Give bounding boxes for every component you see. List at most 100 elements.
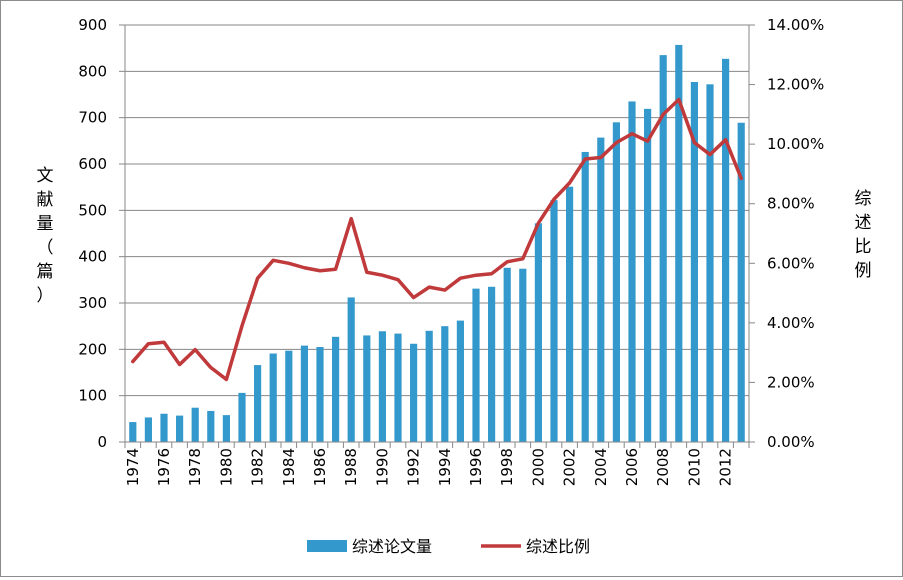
y-tick-label-left: 700	[78, 109, 107, 127]
x-tick-label: 1988	[342, 448, 360, 486]
bar	[675, 44, 683, 442]
bar	[737, 122, 745, 442]
bar	[644, 108, 652, 442]
gridlines	[125, 24, 749, 397]
bar	[612, 122, 620, 443]
y-axis-left-label-char: 量	[37, 214, 54, 234]
x-tick-label: 1990	[373, 448, 391, 486]
y-tick-label-right: 8.00%	[767, 195, 815, 213]
bar	[238, 392, 246, 442]
bar	[378, 331, 386, 442]
y-axis-left-label: 文献量 （ 篇 ）	[37, 166, 54, 306]
x-axis-ticks: 1974 1976 1978 1980 1982 1984 1986 1988 1990 1992…	[124, 448, 735, 486]
bar	[597, 137, 605, 442]
bar	[410, 343, 418, 442]
x-tick-label: 1986	[311, 448, 329, 486]
bar	[160, 413, 168, 442]
bar	[456, 320, 464, 442]
y-axis-right-label: 综述比例	[855, 189, 872, 281]
y-tick-label-left: 900	[78, 16, 107, 34]
axes	[119, 24, 755, 448]
ratio-line	[131, 97, 743, 382]
y-tick-label-right: 2.00%	[767, 373, 815, 391]
y-tick-label-right: 12.00%	[767, 76, 824, 94]
bar	[394, 333, 402, 442]
bar	[300, 345, 308, 442]
x-tick-label: 1982	[249, 448, 267, 486]
bar	[441, 326, 449, 442]
legend-label-bars: 综述论文量	[352, 537, 432, 556]
x-tick-label: 1998	[498, 448, 516, 486]
y-tick-label-right: 4.00%	[767, 314, 815, 332]
y-axis-right-label-char: 比	[855, 237, 872, 257]
y-axis-right-label-char: 例	[855, 261, 872, 281]
bar	[503, 267, 511, 442]
y-tick-label-right: 6.00%	[767, 254, 815, 272]
legend: 综述论文量 综述比例	[307, 537, 590, 556]
y-tick-label-right: 0.00%	[767, 433, 815, 451]
x-tick-label: 2000	[529, 448, 547, 486]
y-axis-right-label-char: 述	[855, 213, 872, 233]
x-tick-label: 2002	[561, 448, 579, 486]
line-series	[131, 97, 743, 382]
x-tick-label: 1976	[155, 448, 173, 486]
x-tick-label: 1980	[217, 448, 235, 486]
bar	[690, 81, 698, 443]
y-tick-label-right: 14.00%	[767, 16, 824, 34]
x-tick-label: 2010	[685, 448, 703, 486]
x-tick-label: 1974	[124, 448, 142, 486]
x-tick-label: 2012	[717, 448, 735, 486]
bar	[659, 55, 667, 442]
y-axis-right-label-char: 综	[855, 189, 872, 209]
y-axis-right-ticks: 0.00% 2.00% 4.00% 6.00% 8.00% 10.00% 12.00% 14.…	[767, 16, 824, 451]
bar	[144, 417, 152, 442]
bar	[347, 297, 355, 442]
bar	[269, 353, 277, 442]
bar	[222, 415, 230, 442]
x-tick-label: 1994	[436, 448, 454, 486]
x-tick-label: 1996	[467, 448, 485, 486]
y-axis-left-ticks: 0 100 200 300 400 500 600 700 800 900	[78, 16, 107, 451]
y-axis-left-label-char: （	[37, 238, 54, 258]
bar	[581, 151, 589, 442]
x-tick-label: 2006	[623, 448, 641, 486]
bar-series	[129, 44, 745, 443]
y-tick-label-left: 600	[78, 155, 107, 173]
y-tick-label-right: 10.00%	[767, 135, 824, 153]
x-tick-label: 1984	[280, 448, 298, 486]
bar	[316, 347, 324, 442]
legend-swatch-bars	[307, 540, 347, 552]
bar	[566, 186, 574, 442]
bar	[472, 288, 480, 442]
bar	[706, 84, 714, 442]
y-axis-left-label-char: 献	[37, 190, 54, 210]
bar	[332, 336, 340, 442]
y-tick-label-left: 500	[78, 201, 107, 219]
bar	[550, 200, 558, 442]
bar	[129, 422, 137, 442]
y-tick-label-left: 100	[78, 387, 107, 405]
x-tick-label: 2004	[592, 448, 610, 486]
y-tick-label-left: 200	[78, 340, 107, 358]
y-tick-label-left: 400	[78, 248, 107, 266]
y-axis-left-label-char: 篇	[37, 262, 54, 282]
x-tick-label: 1978	[186, 448, 204, 486]
y-tick-label-left: 300	[78, 294, 107, 312]
bar	[628, 101, 636, 442]
bar	[285, 350, 293, 442]
bar	[363, 335, 371, 442]
bar	[534, 223, 542, 442]
x-tick-label: 1992	[405, 448, 423, 486]
legend-label-line: 综述比例	[526, 537, 590, 556]
y-axis-left-label-char: ）	[37, 286, 54, 306]
y-axis-left-label-char: 文	[37, 166, 54, 186]
x-tick-label: 2008	[654, 448, 672, 486]
bar	[191, 407, 199, 442]
y-tick-label-left: 800	[78, 62, 107, 80]
bar	[425, 330, 433, 442]
bar	[722, 58, 730, 442]
y-tick-label-left: 0	[97, 433, 107, 451]
bar	[519, 268, 527, 442]
